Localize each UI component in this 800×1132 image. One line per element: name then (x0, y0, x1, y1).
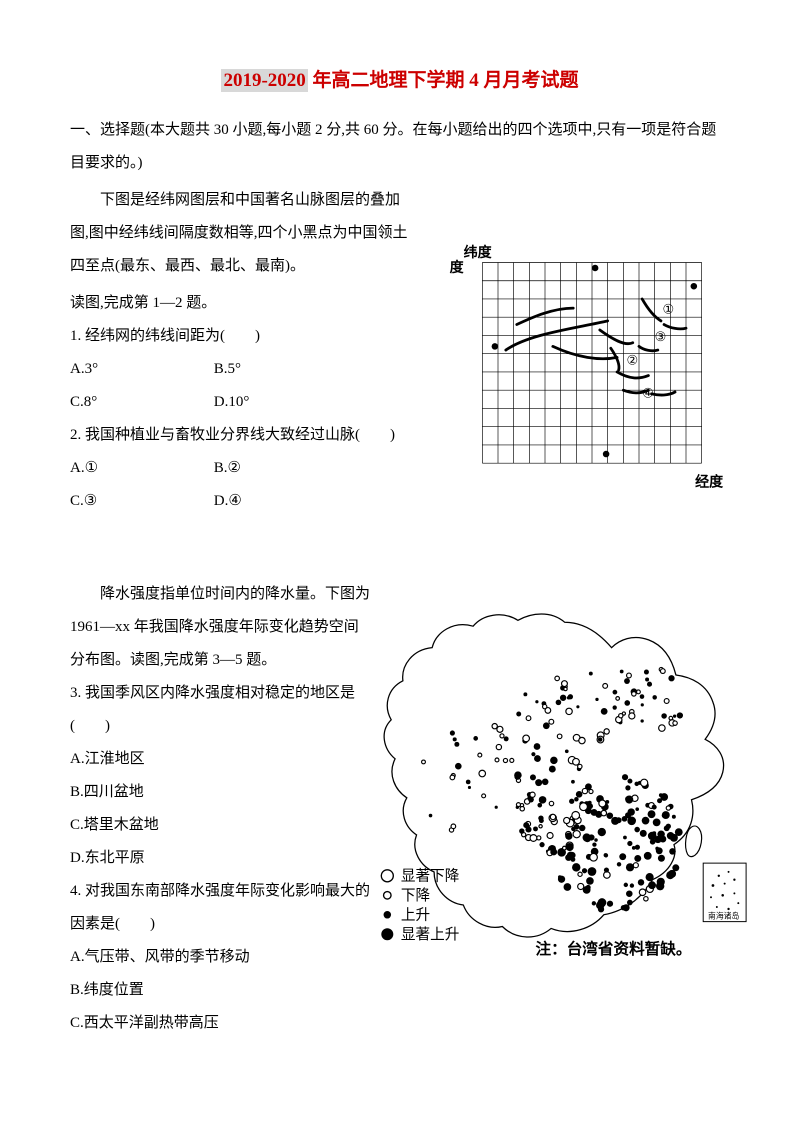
q4-stem: 4. 对我国东南部降水强度年际变化影响最大的因素是( ) (70, 875, 370, 941)
q1-opt-c: C.8° (70, 386, 210, 419)
q2-opt-c: C.③ (70, 485, 210, 518)
q1-opt-a: A.3° (70, 353, 210, 386)
q2-opt-b: B.② (214, 452, 354, 485)
title-rest: 年高二地理下学期 4 月月考试题 (313, 70, 579, 91)
svg-text:南海诸岛: 南海诸岛 (708, 911, 739, 921)
q3-opt-d: D.东北平原 (70, 842, 370, 875)
figure-china-map: 显著下降下降上升显著上升 注：台湾省资料暂缺。 南海诸岛 (360, 600, 750, 980)
figure-grid-map: ① ② ③ ④ 纬度 度 经度 (445, 235, 725, 500)
axis-y-label: 纬度 (464, 244, 493, 260)
svg-text:①: ① (663, 302, 675, 317)
svg-text:④: ④ (642, 385, 654, 400)
q3-opt-c: C.塔里木盆地 (70, 809, 370, 842)
q4-opt-b: B.纬度位置 (70, 974, 370, 1007)
svg-text:上升: 上升 (401, 907, 430, 924)
section-header: 一、选择题(本大题共 30 小题,每小题 2 分,共 60 分。在每小题给出的四… (70, 114, 730, 180)
passage1-intro: 下图是经纬网图层和中国著名山脉图层的叠加图,图中经纬线间隔度数相等,四个小黑点为… (70, 184, 410, 283)
page-title: 2019-2020 年高二地理下学期 4 月月考试题 (70, 60, 730, 102)
svg-text:下降: 下降 (401, 887, 431, 904)
q3-stem: 3. 我国季风区内降水强度相对稳定的地区是( ) (70, 677, 370, 743)
axis-x-label: 经度 (695, 474, 724, 490)
svg-text:显著下降: 显著下降 (401, 868, 460, 885)
title-highlight: 2019-2020 (221, 69, 307, 92)
passage2-intro: 降水强度指单位时间内的降水量。下图为 1961—xx 年我国降水强度年际变化趋势… (70, 578, 370, 677)
map-note: 注：台湾省资料暂缺。 (536, 939, 692, 958)
q4-opt-a: A.气压带、风带的季节移动 (70, 941, 370, 974)
q2-opt-d: D.④ (214, 485, 354, 518)
inset-box: 南海诸岛 (703, 863, 746, 922)
q3-opt-b: B.四川盆地 (70, 776, 370, 809)
svg-text:显著上升: 显著上升 (401, 926, 459, 943)
q4-opt-c: C.西太平洋副热带高压 (70, 1007, 370, 1040)
svg-text:②: ② (626, 353, 638, 368)
q1-opt-b: B.5° (214, 353, 354, 386)
q3-opt-a: A.江淮地区 (70, 743, 370, 776)
q2-opt-a: A.① (70, 452, 210, 485)
axis-y-label2: 度 (450, 259, 465, 275)
svg-text:③: ③ (655, 329, 667, 344)
q1-opt-d: D.10° (214, 386, 354, 419)
